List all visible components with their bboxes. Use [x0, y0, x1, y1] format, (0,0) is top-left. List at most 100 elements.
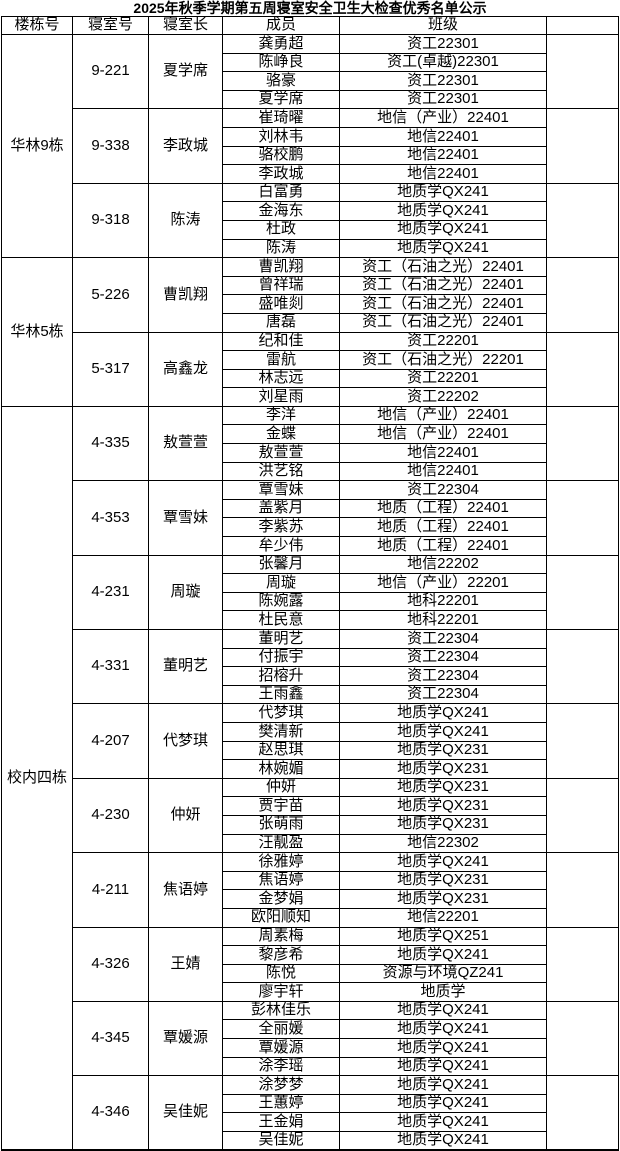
member-name-cell: 陈涛: [222, 238, 340, 259]
member-class-cell: 资工（石油之光）22401: [339, 257, 547, 277]
table-row: 黎彦希 地质学QX241: [2, 945, 619, 965]
member-class-cell: 地信22401: [339, 461, 547, 482]
member-class-cell: 地信（产业）22401: [339, 405, 547, 426]
table-row: 敖萱萱 地信22401: [2, 443, 619, 463]
page-title: 2025年秋季学期第五周寝室安全卫生大检查优秀名单公示: [133, 0, 487, 16]
room-cell: 4-326: [72, 926, 149, 1002]
leader-cell: 曹凯翔: [148, 257, 223, 333]
leader-cell: 吴佳妮: [148, 1075, 223, 1151]
note-cell: [546, 108, 619, 184]
member-class-cell: 地质学QX241: [339, 1056, 547, 1077]
table-row: 4-230 仲妍 仲妍 地质学QX231: [2, 777, 619, 854]
room-cell: 4-335: [72, 405, 149, 482]
member-name-cell: 林志远: [222, 368, 340, 389]
member-class-cell: 地质（工程）22401: [339, 498, 547, 519]
member-class-cell: 资工22301: [339, 71, 547, 91]
table-row: 陈婉露 地科22201: [2, 591, 619, 612]
member-name-cell: 陈悦: [222, 963, 340, 984]
member-class-cell: 地信22302: [339, 833, 547, 854]
member-name-cell: 刘星雨: [222, 387, 340, 407]
note-cell: [546, 554, 619, 631]
table-row: 唐磊 资工（石油之光）22401: [2, 312, 619, 333]
member-name-cell: 林婉媚: [222, 759, 340, 779]
table-row: 刘星雨 资工22202: [2, 387, 619, 407]
room-cell: 5-317: [72, 331, 149, 407]
table-row: 4-331 董明艺 董明艺 资工22304: [2, 628, 619, 705]
member-name-cell: 焦语婷: [222, 870, 340, 891]
member-name-cell: 樊清新: [222, 721, 340, 742]
room-cell: 4-231: [72, 554, 149, 631]
member-class-cell: 资工22202: [339, 387, 547, 407]
table-row: 覃媛源 地质学QX241: [2, 1038, 619, 1058]
table-row: 王蕙婷 地质学QX241: [2, 1093, 619, 1114]
member-name-cell: 龚勇超: [222, 34, 340, 54]
table-row: 9-318 陈涛 白富勇 地质学QX241: [2, 182, 619, 259]
room-cell: 4-207: [72, 703, 149, 779]
table-row: 5-317 高鑫龙 纪和佳 资工22201: [2, 331, 619, 407]
member-name-cell: 涂梦梦: [222, 1075, 340, 1095]
member-class-cell: 地信（产业）22401: [339, 108, 547, 128]
member-class-cell: 地科22201: [339, 610, 547, 630]
member-class-cell: 地质学QX241: [339, 1131, 547, 1151]
member-class-cell: 资工22304: [339, 629, 547, 649]
building-cell: 校内四栋: [1, 405, 73, 1151]
member-class-cell: 地质学QX241: [339, 201, 547, 221]
leader-cell: 仲妍: [148, 777, 223, 854]
member-name-cell: 仲妍: [222, 777, 340, 798]
member-class-cell: 资工22304: [339, 480, 547, 500]
member-class-cell: 资工22201: [339, 368, 547, 389]
member-name-cell: 彭林佳乐: [222, 1000, 340, 1021]
room-cell: 4-230: [72, 777, 149, 854]
table-row: 盛唯剡 资工（石油之光）22401: [2, 294, 619, 314]
table-row: 曾祥瑞 资工（石油之光）22401: [2, 275, 619, 296]
leader-cell: 敖萱萱: [148, 405, 223, 482]
member-class-cell: 资工22304: [339, 684, 547, 705]
member-name-cell: 唐磊: [222, 312, 340, 333]
leader-cell: 焦语婷: [148, 852, 223, 928]
member-name-cell: 王蕙婷: [222, 1093, 340, 1114]
leader-cell: 周璇: [148, 554, 223, 631]
member-name-cell: 张萌雨: [222, 814, 340, 835]
member-name-cell: 周璇: [222, 573, 340, 593]
table-row: 校内四栋 4-335 敖萱萱 李洋 地信（产业）22401: [1, 405, 619, 1151]
table-row: 陈涛 地质学QX241: [2, 238, 619, 259]
table-row: 4-211 焦语婷 徐雅婷 地质学QX241: [2, 852, 619, 928]
table-row: 4-346 吴佳妮 涂梦梦 地质学QX241: [2, 1075, 619, 1151]
member-name-cell: 代梦琪: [222, 703, 340, 723]
room-cell: 5-226: [72, 257, 149, 333]
member-name-cell: 王雨鑫: [222, 684, 340, 705]
table-row: 4-231 周璇 张馨月 地信22202: [2, 554, 619, 631]
member-class-cell: 地科22201: [339, 591, 547, 612]
note-cell: [546, 331, 619, 407]
member-name-cell: 张馨月: [222, 554, 340, 575]
member-class-cell: 地信22401: [339, 164, 547, 184]
member-class-cell: 地信22202: [339, 554, 547, 575]
leader-cell: 高鑫龙: [148, 331, 223, 407]
member-name-cell: 招榕升: [222, 666, 340, 686]
member-class-cell: 资工（石油之光）22401: [339, 312, 547, 333]
member-name-cell: 骆豪: [222, 71, 340, 91]
member-class-cell: 地质学QX231: [339, 814, 547, 835]
member-class-cell: 资工（石油之光）22401: [339, 275, 547, 296]
member-class-cell: 地质学QX241: [339, 1038, 547, 1058]
table-row: 9-338 李政城 崔琦曜 地信（产业）22401: [2, 108, 619, 184]
member-class-cell: 地质学QX231: [339, 870, 547, 891]
table-row: 华林9栋 9-221 夏学席 龚勇超 资工22301: [1, 33, 619, 259]
note-cell: [546, 852, 619, 928]
table-row: 洪艺铭 地信22401: [2, 461, 619, 482]
table-row: 4-326 王婧 周素梅 地质学QX251: [2, 926, 619, 1002]
note-cell: [546, 405, 619, 482]
header-cell-room: 寝室号: [72, 16, 149, 35]
leader-cell: 夏学席: [148, 33, 223, 110]
inspection-table: 楼栋号 寝室号 寝室长 成员 班级 华林9栋 9-221 夏学席 龚勇超 资工22301…: [1, 16, 619, 1151]
member-name-cell: 李政城: [222, 164, 340, 184]
member-name-cell: 敖萱萱: [222, 443, 340, 463]
room-cell: 4-211: [72, 852, 149, 928]
member-class-cell: 地质学QX241: [339, 1075, 547, 1095]
note-cell: [546, 257, 619, 333]
room-cell: 4-346: [72, 1075, 149, 1151]
member-class-cell: 地质学QX231: [339, 759, 547, 779]
member-name-cell: 李洋: [222, 405, 340, 426]
member-class-cell: 资工22304: [339, 666, 547, 686]
